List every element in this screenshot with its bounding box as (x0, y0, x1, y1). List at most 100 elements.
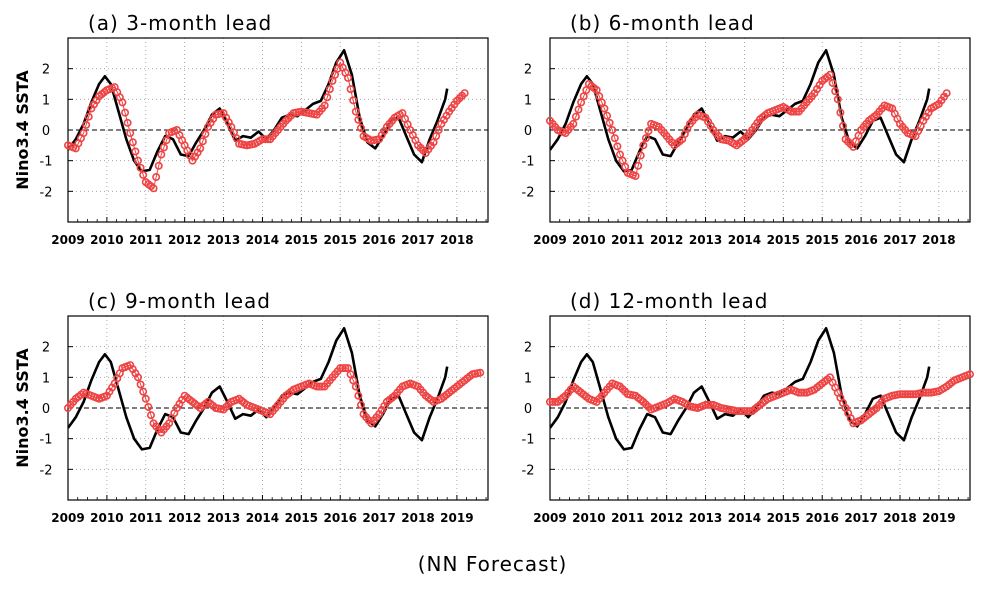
x-tick-label: 2012 (650, 511, 683, 525)
chart-panel-4: -2 -1 0 1 2 2009 2010 2011 2012 2013 2014 2015 2016 2… (522, 289, 974, 525)
y-tick-label: -2 (40, 463, 53, 478)
x-tick-label: 2010 (572, 233, 605, 247)
forecast-point (139, 170, 148, 179)
forecast-point (605, 118, 614, 127)
forecast-point (924, 388, 933, 397)
x-tick-label: 2019 (922, 511, 955, 525)
forecast-point (641, 134, 650, 143)
forecast-point (903, 390, 912, 399)
forecast-point (79, 129, 88, 138)
x-tick-label: 2013 (207, 233, 240, 247)
forecast-point (126, 129, 135, 138)
forecast-point (608, 126, 617, 135)
forecast-point (354, 391, 363, 400)
forecast-point (144, 402, 153, 411)
forecast-point (136, 163, 145, 172)
forecast-point (704, 400, 713, 409)
forecast-point (149, 184, 158, 193)
x-tick-label: 2015 (806, 233, 839, 247)
y-tick-label: 2 (42, 341, 50, 356)
forecast-point (794, 388, 803, 397)
chart-title: (d) 12-month lead (570, 289, 768, 313)
x-tick-label: 2011 (611, 511, 644, 525)
forecast-point (139, 387, 148, 396)
forecast-point (336, 364, 345, 373)
forecast-point (743, 407, 752, 416)
x-tick-label: 2011 (611, 233, 644, 247)
x-tick-label: 2015 (767, 511, 800, 525)
forecast-point (157, 150, 166, 159)
y-tick-label: 0 (524, 124, 532, 139)
forecast-point (320, 101, 329, 110)
forecast-point (261, 135, 270, 144)
x-tick-label: 2018 (883, 511, 916, 525)
forecast-point (351, 107, 360, 116)
forecast-point (895, 390, 904, 399)
chart-panel-1: -2 -1 0 1 2 2009 2010 2011 2012 2013 2014 2015 2015 2… (13, 11, 489, 247)
x-tick-label: 2015 (767, 233, 800, 247)
x-tick-label: 2018 (922, 233, 955, 247)
forecast-point (141, 394, 150, 403)
forecast-point (906, 390, 915, 399)
forecast-point (644, 127, 653, 136)
forecast-point (121, 108, 130, 117)
forecast-point (825, 70, 834, 79)
forecast-point (341, 364, 350, 373)
forecast-point (701, 400, 710, 409)
forecast-point (921, 388, 930, 397)
forecast-point (789, 107, 798, 116)
x-tick-label: 2014 (728, 511, 761, 525)
y-tick-label: 1 (524, 371, 532, 386)
forecast-point (84, 112, 93, 121)
x-tick-label: 2009 (51, 511, 84, 525)
x-tick-label: 2014 (246, 233, 279, 247)
forecast-point (610, 134, 619, 143)
y-tick-label: -1 (522, 433, 535, 448)
y-axis-label: Nino3.4 SSTA (13, 348, 32, 468)
x-tick-label: 2017 (401, 233, 434, 247)
y-tick-label: -2 (40, 185, 53, 200)
y-tick-label: 2 (42, 63, 50, 78)
forecast-point (787, 107, 796, 116)
forecast-point (159, 143, 168, 152)
forecast-point (258, 135, 267, 144)
y-tick-label: -1 (40, 433, 53, 448)
y-tick-label: 2 (524, 63, 532, 78)
chart-panel-3: -2 -1 0 1 2 2009 2010 2011 2012 2013 2014 2015 2016 2… (13, 289, 489, 525)
y-tick-label: 1 (42, 93, 50, 108)
forecast-point (134, 373, 143, 382)
x-tick-label: 2009 (533, 511, 566, 525)
y-tick-label: 0 (42, 124, 50, 139)
forecast-point (737, 407, 746, 416)
x-tick-label: 2013 (689, 511, 722, 525)
observed-line (550, 48, 931, 173)
forecast-point (315, 382, 324, 391)
x-tick-label: 2010 (90, 233, 123, 247)
y-tick-label: 0 (42, 402, 50, 417)
x-tick-label: 2015 (285, 233, 318, 247)
forecast-point (146, 411, 155, 420)
forecast-point (356, 400, 365, 409)
x-tick-label: 2013 (207, 511, 240, 525)
forecast-point (349, 96, 358, 105)
forecast-point (123, 118, 132, 127)
forecast-point (901, 390, 910, 399)
forecast-point (323, 93, 332, 102)
forecast-point (833, 95, 842, 104)
forecast-point (942, 89, 951, 98)
forecast-point (162, 136, 171, 145)
forecast-point (898, 390, 907, 399)
forecast-point (152, 173, 161, 182)
x-tick-label: 2009 (51, 233, 84, 247)
y-tick-label: 2 (524, 341, 532, 356)
forecast-point (603, 111, 612, 120)
forecast-point (828, 78, 837, 87)
forecast-point (196, 144, 205, 153)
x-tick-label: 2018 (401, 511, 434, 525)
y-axis-label: Nino3.4 SSTA (13, 70, 32, 190)
x-tick-label: 2011 (129, 511, 162, 525)
forecast-point (965, 370, 974, 379)
forecast-point (740, 407, 749, 416)
forecast-point (82, 120, 91, 129)
